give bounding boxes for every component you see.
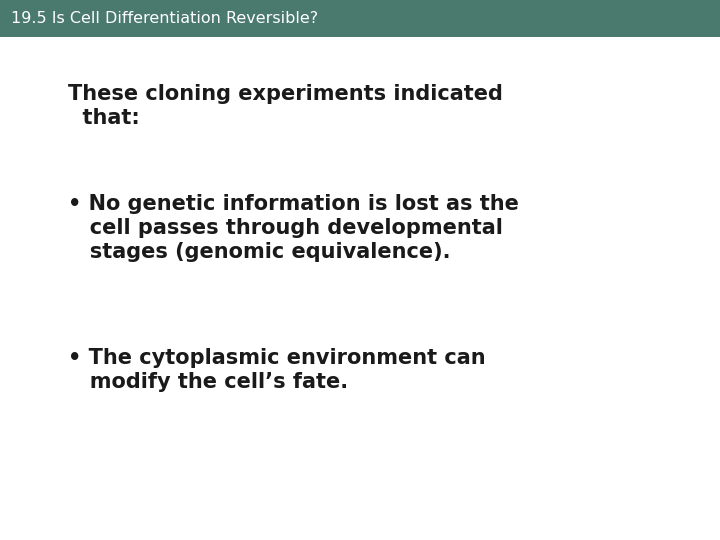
Text: 19.5 Is Cell Differentiation Reversible?: 19.5 Is Cell Differentiation Reversible?	[11, 11, 318, 26]
Text: • The cytoplasmic environment can
   modify the cell’s fate.: • The cytoplasmic environment can modify…	[68, 348, 486, 392]
FancyBboxPatch shape	[0, 0, 720, 37]
Text: • No genetic information is lost as the
   cell passes through developmental
   : • No genetic information is lost as the …	[68, 194, 519, 262]
Text: These cloning experiments indicated
  that:: These cloning experiments indicated that…	[68, 84, 503, 127]
